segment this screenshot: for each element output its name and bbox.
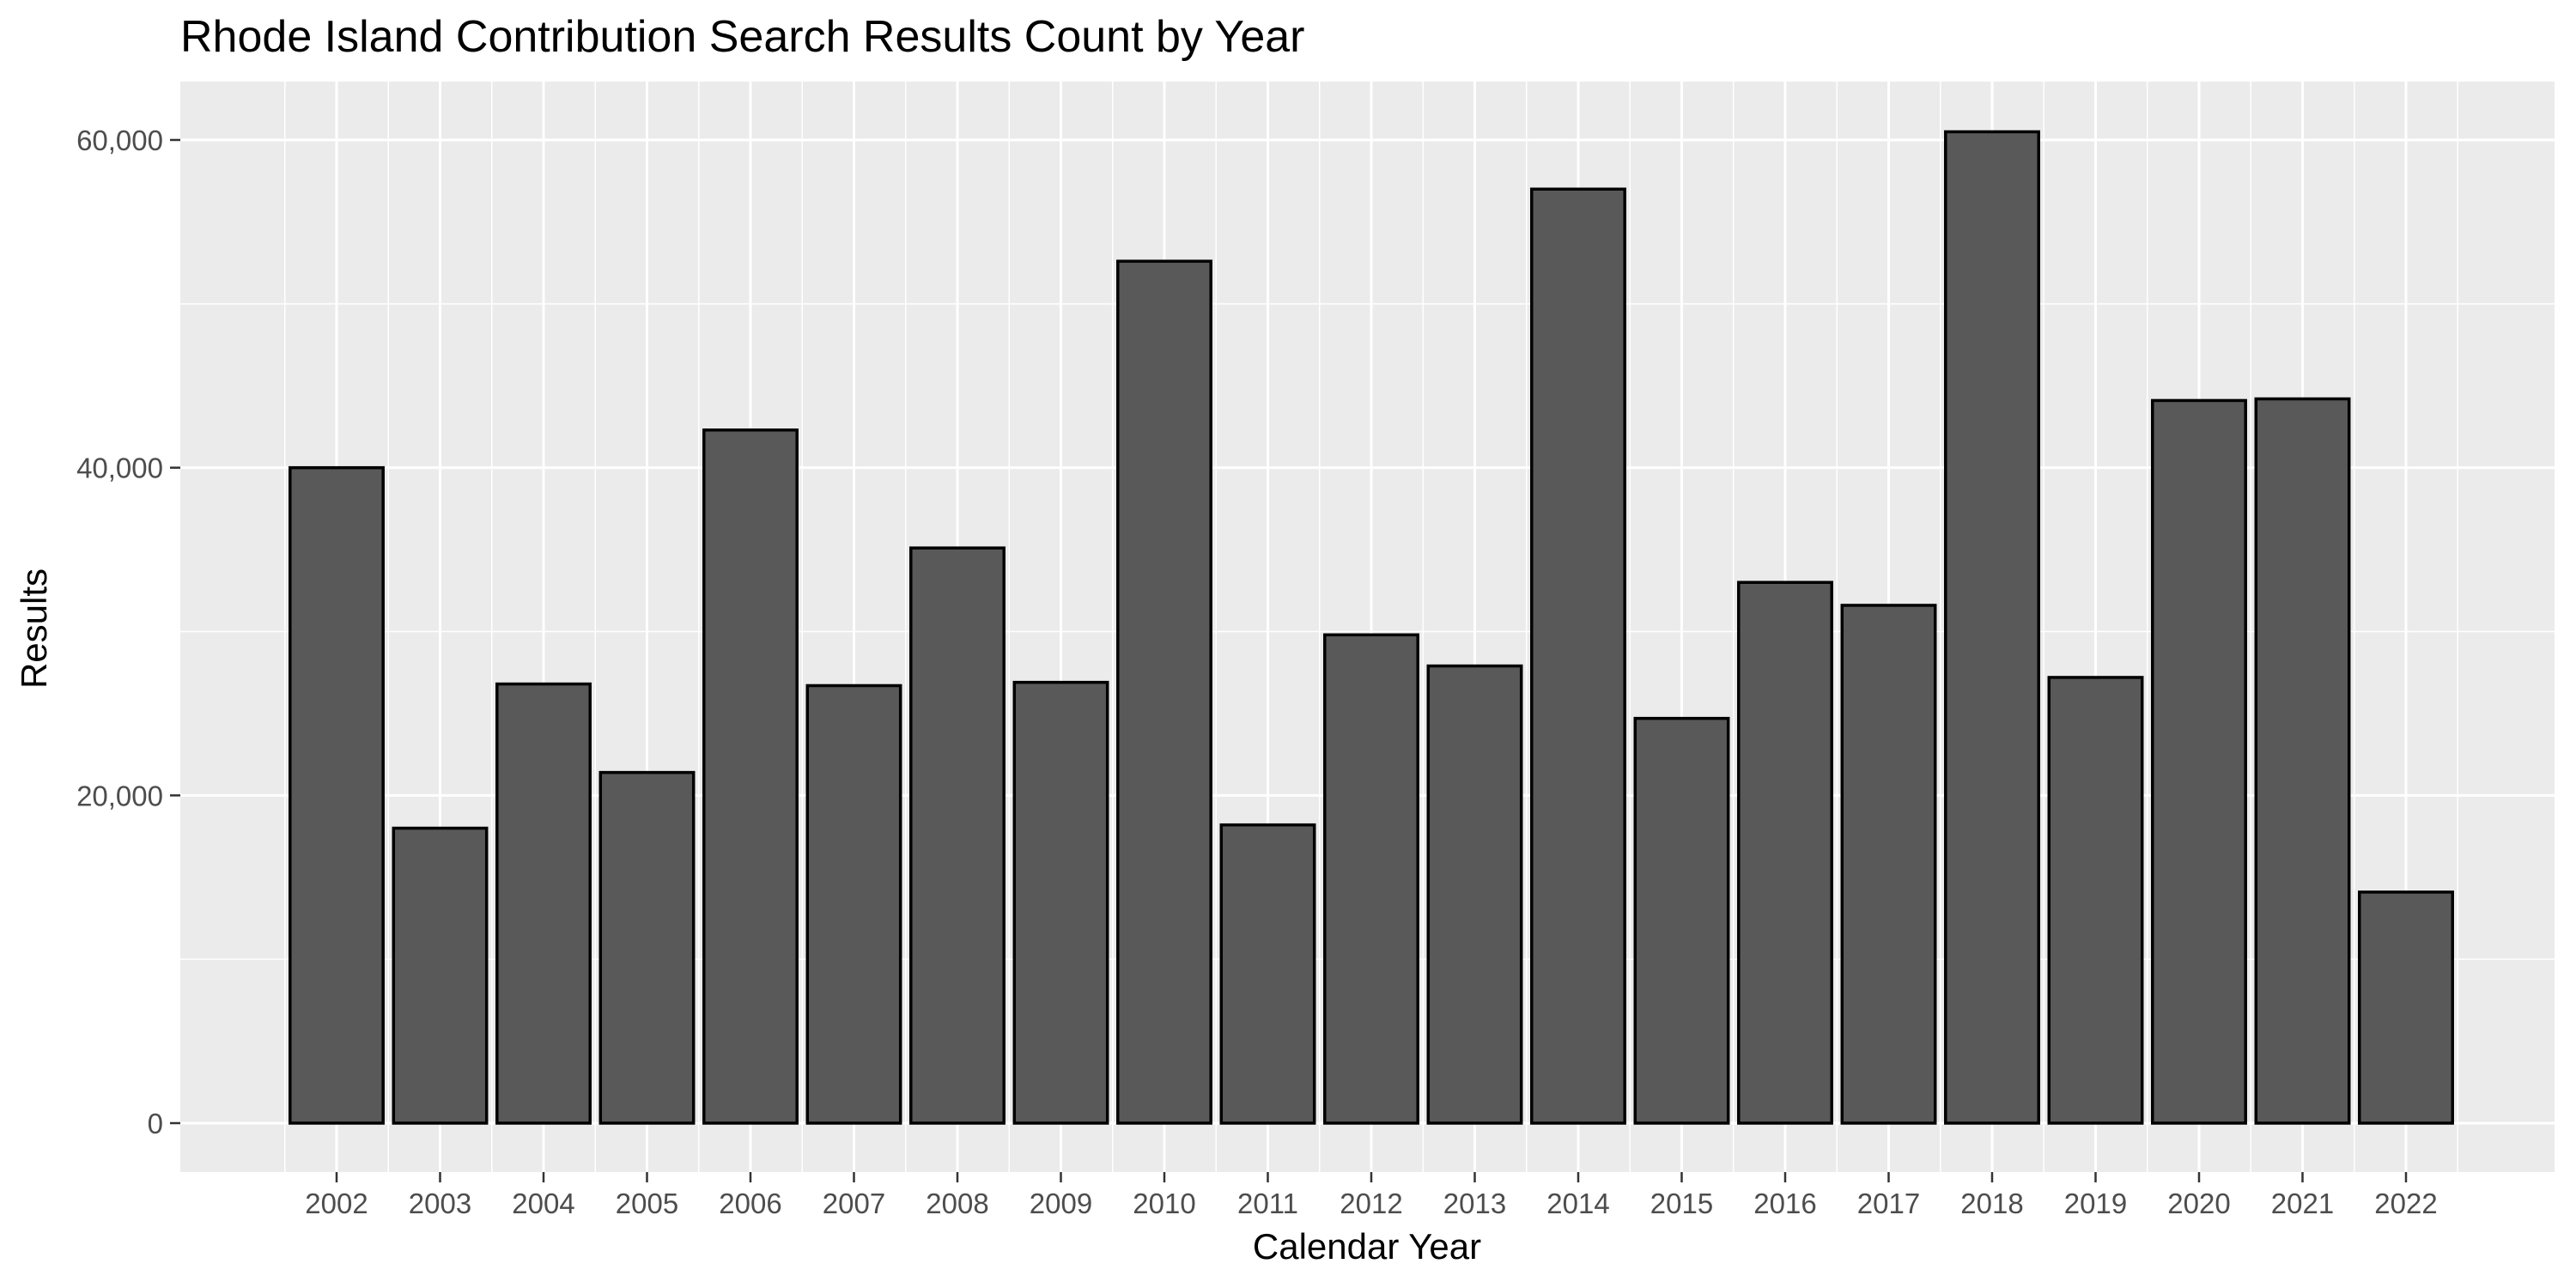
bar-2011 (1219, 823, 1316, 1125)
y-tick-label: 0 (148, 1108, 163, 1139)
bar-2019 (2047, 676, 2144, 1125)
x-tick-label-2016: 2016 (1753, 1188, 1816, 1219)
x-tick-label-2021: 2021 (2271, 1188, 2334, 1219)
y-tick-label: 20,000 (76, 780, 163, 811)
bar-2002 (289, 465, 385, 1125)
x-tick-label-2008: 2008 (926, 1188, 988, 1219)
x-tick-label-2018: 2018 (1960, 1188, 2023, 1219)
chart-title: Rhode Island Contribution Search Results… (180, 12, 1304, 62)
x-tick-label-2022: 2022 (2374, 1188, 2437, 1219)
bar-2009 (1012, 680, 1109, 1125)
x-tick-label-2005: 2005 (616, 1188, 678, 1219)
x-tick-label-2014: 2014 (1546, 1188, 1609, 1219)
x-tick-label-2010: 2010 (1133, 1188, 1195, 1219)
bar-2005 (598, 770, 696, 1125)
x-tick-label-2019: 2019 (2064, 1188, 2127, 1219)
x-axis: 2002 2003 2004 2005 2006 2007 2008 2009 2010 2011… (305, 1172, 2438, 1219)
bar-2006 (702, 428, 799, 1125)
bar-2014 (1530, 187, 1626, 1125)
bar-2020 (2151, 398, 2247, 1125)
bar-2017 (1840, 604, 1937, 1125)
x-tick-label-2015: 2015 (1650, 1188, 1713, 1219)
bar-2008 (909, 546, 1005, 1125)
x-tick-label-2013: 2013 (1443, 1188, 1506, 1219)
bar-2021 (2254, 397, 2351, 1125)
bar-2022 (2358, 890, 2454, 1125)
y-tick-label: 40,000 (76, 453, 163, 484)
bar-2016 (1737, 580, 1833, 1125)
x-tick-label-2017: 2017 (1857, 1188, 1920, 1219)
y-axis-title: Results (14, 568, 54, 689)
bar-2012 (1323, 633, 1419, 1125)
x-tick-label-2009: 2009 (1030, 1188, 1092, 1219)
x-tick-label-2012: 2012 (1340, 1188, 1402, 1219)
bars-group (289, 130, 2454, 1125)
bar-2013 (1426, 664, 1523, 1125)
x-tick-label-2003: 2003 (409, 1188, 471, 1219)
x-tick-label-2020: 2020 (2167, 1188, 2230, 1219)
y-tick-label: 60,000 (76, 125, 163, 156)
bar-2018 (1944, 130, 2040, 1125)
bar-2015 (1633, 716, 1730, 1125)
x-tick-label-2011: 2011 (1237, 1188, 1298, 1219)
bar-2007 (805, 683, 902, 1125)
x-axis-title: Calendar Year (1253, 1226, 1481, 1267)
bar-2010 (1116, 259, 1212, 1125)
x-tick-label-2006: 2006 (719, 1188, 781, 1219)
bar-2004 (495, 682, 592, 1125)
x-tick-label-2007: 2007 (823, 1188, 885, 1219)
x-tick-label-2002: 2002 (305, 1188, 368, 1219)
bar-2003 (392, 826, 489, 1125)
x-tick-label-2004: 2004 (512, 1188, 574, 1219)
y-axis: 0 20,000 40,000 60,000 (76, 125, 180, 1139)
minor-grid-lines (180, 82, 2562, 1172)
